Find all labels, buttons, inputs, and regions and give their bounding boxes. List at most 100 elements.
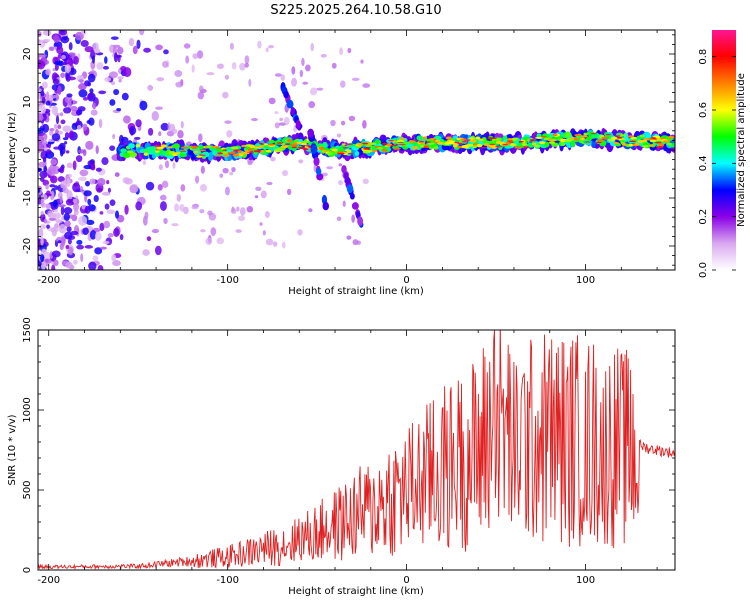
heatmap-ridge-cell [590,133,597,135]
heatmap-noise-cell [58,204,66,208]
heatmap-ridge-cell [502,144,508,146]
heatmap-ridge-cell [613,141,620,145]
heatmap-noise-cell [100,246,107,250]
heatmap-ridge-cell [268,143,276,146]
heatmap-ridge-cell [418,141,424,143]
heatmap-streak-cell [351,202,359,210]
heatmap-noise-cell [89,159,95,165]
heatmap-ridge-cell [128,143,135,149]
heatmap-ridge-cell [301,140,310,144]
snr-series-line [38,330,675,570]
heatmap-noise-cell [60,119,66,125]
heatmap-noise-cell [197,91,204,100]
heatmap-noise-cell [338,163,343,167]
heatmap-noise-cell [68,42,73,51]
heatmap-noise-cell [64,95,73,104]
heatmap-ridge-cell [506,140,514,142]
heatmap-ridge-cell [257,145,264,148]
heatmap-noise-cell [99,222,105,232]
heatmap-streak-cell [315,168,322,176]
heatmap-noise-cell [113,52,118,63]
heatmap-noise-cell [51,105,59,115]
heatmap-noise-cell [38,188,41,193]
heatmap-noise-cell [239,207,246,216]
heatmap-noise-cell [76,117,80,128]
heatmap-noise-cell [60,72,65,78]
heatmap-noise-cell [109,99,116,106]
heatmap-noise-cell [118,78,122,83]
heatmap-noise-cell [73,202,79,212]
heatmap-ridge-cell [468,137,475,140]
heatmap-noise-cell [119,233,124,241]
heatmap-streak-cell [357,216,364,226]
heatmap-noise-cell [235,229,242,233]
heatmap-noise-cell [58,30,68,36]
heatmap-ridge-cell [318,146,325,150]
heatmap-ridge-cell [135,144,141,148]
heatmap-noise-cell [348,115,356,122]
heatmap-ridge-cell [362,142,369,145]
heatmap-noise-cell [55,115,60,125]
heatmap-noise-cell [338,180,343,186]
heatmap-ridge-cell [172,152,181,155]
heatmap-noise-cell [147,127,154,136]
heatmap-noise-cell [103,220,111,229]
heatmap-noise-cell [82,123,88,131]
heatmap-ridge-cell [120,148,127,153]
heatmap-noise-cell [45,258,49,263]
heatmap-noise-cell [54,60,63,66]
heatmap-ridge-cell [422,136,428,140]
heatmap-noise-cell [180,184,186,192]
heatmap-ridge-cell [388,140,394,142]
heatmap-ridge-cell [211,145,219,149]
heatmap-noise-cell [308,208,313,213]
heatmap-noise-cell [89,230,97,240]
heatmap-noise-cell [251,118,259,122]
heatmap-noise-cell [112,260,121,267]
heatmap-noise-cell [305,64,311,72]
heatmap-noise-cell [76,125,82,130]
heatmap-noise-cell [42,123,50,133]
heatmap-noise-cell [128,37,135,47]
heatmap-ridge-cell [570,141,576,147]
heatmap-noise-cell [65,245,70,250]
heatmap-ridge-cell [523,145,530,148]
heatmap-ridge-cell [490,145,497,149]
y-tick-label: 1000 [22,397,33,422]
heatmap-noise-cell [106,179,110,185]
heatmap-noise-cell [45,68,51,76]
heatmap-ridge-cell [126,150,134,154]
heatmap-noise-cell [88,261,97,270]
heatmap-noise-cell [156,77,165,82]
heatmap-noise-cell [99,211,104,215]
heatmap-ridge-cell [322,141,328,148]
x-tick-label: -100 [216,275,239,286]
heatmap-noise-cell [129,184,137,194]
heatmap-noise-cell [272,241,278,247]
heatmap-noise-cell [64,231,73,240]
heatmap-ridge-cell [129,152,137,158]
heatmap-noise-cell [320,53,327,58]
heatmap-noise-cell [89,178,96,185]
heatmap-noise-cell [179,203,185,212]
heatmap-noise-cell [238,215,246,222]
heatmap-ridge-cell [564,131,572,138]
heatmap-noise-cell [244,55,250,64]
heatmap-ridge-cell [408,140,416,143]
heatmap-ridge-cell [489,143,495,146]
heatmap-noise-cell [113,88,120,96]
heatmap-noise-cell [321,172,328,177]
heatmap-ridge-cell [398,143,406,146]
heatmap-noise-cell [207,210,213,216]
heatmap-noise-cell [40,150,48,160]
y-tick-label: -20 [22,238,33,254]
heatmap-noise-cell [259,222,263,226]
heatmap-noise-cell [46,190,51,197]
heatmap-ridge-cell [253,150,261,153]
heatmap-ridge-cell [276,147,284,152]
y-tick-label: -10 [22,190,33,206]
heatmap-ridge-cell [621,143,627,146]
heatmap-ridge-cell [212,150,218,156]
heatmap-ridge-cell [478,138,484,141]
colorbar: 0.0 0.2 0.4 0.6 0.8 Normalized spectral ampl… [698,30,747,278]
